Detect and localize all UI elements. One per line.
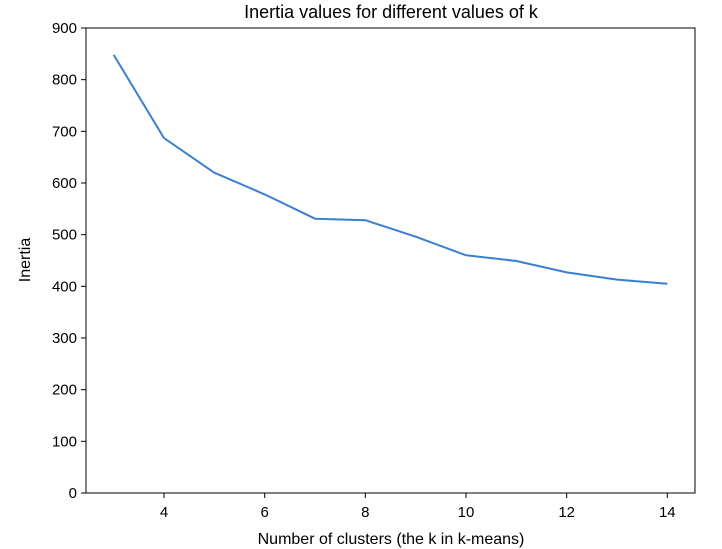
y-tick-label: 100	[52, 433, 77, 450]
y-axis: 0 100 200 300 400 500 600 700 800 900	[52, 20, 86, 502]
series-group	[112, 54, 668, 285]
y-tick-label: 400	[52, 278, 77, 295]
y-tick-label: 200	[52, 382, 77, 399]
plot-frame	[85, 27, 696, 494]
y-axis-label: Inertia	[17, 238, 34, 283]
x-tick-label: 8	[361, 504, 369, 521]
y-tick-label: 0	[69, 485, 77, 502]
y-tick-label: 900	[52, 20, 77, 37]
x-tick-label: 12	[558, 504, 575, 521]
y-tick-label: 600	[52, 175, 77, 192]
x-axis: 4 6 8 10 12 14	[160, 493, 676, 521]
y-tick-label: 500	[52, 227, 77, 244]
x-axis-label: Number of clusters (the k in k-means)	[258, 531, 525, 548]
y-tick-label: 700	[52, 123, 77, 140]
chart-title: Inertia values for different values of k	[244, 2, 539, 22]
inertia-series-line	[112, 54, 668, 285]
x-tick-label: 6	[261, 504, 269, 521]
x-tick-label: 4	[160, 504, 168, 521]
x-tick-label: 14	[659, 504, 676, 521]
y-tick-label: 800	[52, 72, 77, 89]
x-tick-label: 10	[458, 504, 475, 521]
y-tick-label: 300	[52, 330, 77, 347]
